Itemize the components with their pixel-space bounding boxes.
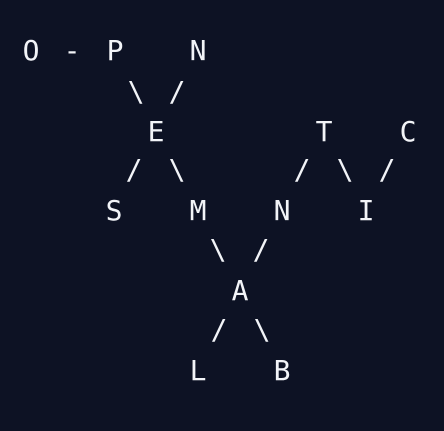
node-c: C bbox=[399, 115, 417, 148]
node-a: A bbox=[231, 274, 249, 307]
node-b: B bbox=[273, 354, 291, 387]
node-m: M bbox=[189, 194, 207, 227]
edge-e-s: / bbox=[125, 153, 143, 186]
edge-p-e: \ bbox=[127, 75, 145, 108]
edge-n-e: / bbox=[168, 75, 186, 108]
edge-a-b: \ bbox=[253, 313, 271, 346]
edge-t-i: \ bbox=[336, 153, 354, 186]
node-e: E bbox=[147, 115, 165, 148]
node-o: O bbox=[22, 34, 40, 67]
node-p: P bbox=[106, 34, 124, 67]
node-n-mid: N bbox=[273, 194, 291, 227]
edge-c-i: / bbox=[378, 153, 396, 186]
node-t: T bbox=[315, 115, 333, 148]
node-s: S bbox=[105, 194, 123, 227]
edge-a-l: / bbox=[210, 313, 228, 346]
node-i: I bbox=[357, 194, 375, 227]
edge-n-a: / bbox=[252, 233, 270, 266]
node-n-top: N bbox=[189, 34, 207, 67]
node-l: L bbox=[189, 354, 207, 387]
edge-t-n: / bbox=[293, 153, 311, 186]
edge-m-a: \ bbox=[209, 233, 227, 266]
connector-dash: - bbox=[63, 34, 81, 67]
edge-e-m: \ bbox=[168, 153, 186, 186]
